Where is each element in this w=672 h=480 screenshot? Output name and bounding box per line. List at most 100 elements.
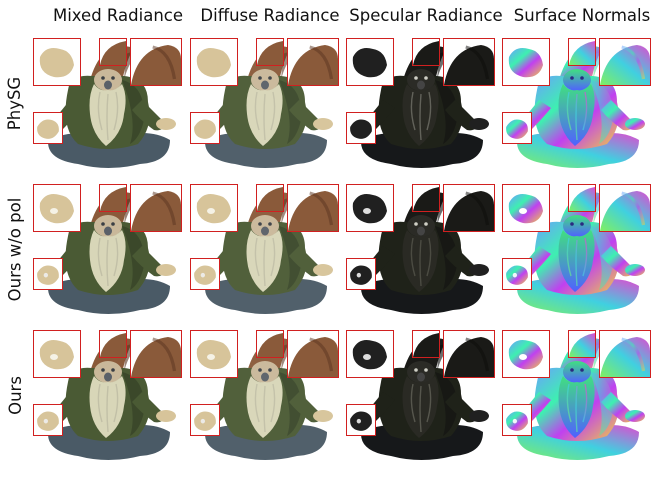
inset-hat-large xyxy=(287,330,339,378)
inset-hand-large xyxy=(33,184,81,232)
inset-hat-small xyxy=(256,330,284,358)
panel-normals-row-1 xyxy=(499,176,653,322)
column-header-specular-radiance: Specular Radiance xyxy=(349,6,503,25)
gnome-hand-right xyxy=(625,264,645,276)
inset-hand-small xyxy=(190,258,220,290)
inset-hat-small xyxy=(256,38,284,66)
inset-hat-small xyxy=(568,330,596,358)
gnome-face xyxy=(94,361,122,383)
gnome-nose xyxy=(417,80,425,90)
panel-diffuse-row-2 xyxy=(187,322,341,468)
inset-hat-large xyxy=(130,38,182,86)
inset-hand-small xyxy=(502,258,532,290)
gnome-hand-right xyxy=(625,118,645,130)
inset-hand-small xyxy=(190,112,220,144)
inset-hand-large xyxy=(33,330,81,378)
gnome-hand-right xyxy=(625,410,645,422)
gnome-nose xyxy=(261,372,269,382)
inset-hat-large xyxy=(287,184,339,232)
panel-diffuse-row-1 xyxy=(187,176,341,322)
inset-hand-large xyxy=(33,38,81,86)
inset-hat-small xyxy=(412,184,440,212)
inset-hat-large xyxy=(443,184,495,232)
inset-hat-small xyxy=(256,184,284,212)
inset-hat-large xyxy=(443,330,495,378)
gnome-hand-right xyxy=(469,118,489,130)
inset-hand-small xyxy=(346,112,376,144)
column-header-diffuse-radiance: Diffuse Radiance xyxy=(200,6,340,25)
gnome-face xyxy=(563,361,591,383)
gnome-face xyxy=(251,215,279,237)
inset-hand-large xyxy=(502,38,550,86)
inset-hand-small xyxy=(190,404,220,436)
gnome-nose xyxy=(261,226,269,236)
gnome-nose xyxy=(417,372,425,382)
inset-hand-small xyxy=(33,112,63,144)
column-header-mixed-radiance: Mixed Radiance xyxy=(52,6,183,25)
gnome-face xyxy=(407,69,435,91)
gnome-hand-right xyxy=(313,118,333,130)
gnome-face xyxy=(94,69,122,91)
gnome-nose xyxy=(104,80,112,90)
inset-hat-small xyxy=(99,38,127,66)
gnome-face xyxy=(407,361,435,383)
inset-hand-small xyxy=(33,258,63,290)
gnome-hand-right xyxy=(313,264,333,276)
inset-hand-large xyxy=(502,184,550,232)
gnome-face xyxy=(251,69,279,91)
panel-mixed-row-2 xyxy=(30,322,184,468)
panel-specular-row-1 xyxy=(343,176,497,322)
inset-hand-large xyxy=(346,38,394,86)
inset-hat-small xyxy=(568,184,596,212)
panel-mixed-row-1 xyxy=(30,176,184,322)
inset-hat-large xyxy=(443,38,495,86)
panel-specular-row-0 xyxy=(343,30,497,176)
panel-normals-row-2 xyxy=(499,322,653,468)
inset-hand-large xyxy=(502,330,550,378)
panel-diffuse-row-0 xyxy=(187,30,341,176)
inset-hand-small xyxy=(33,404,63,436)
row-label-physg: PhySG xyxy=(5,76,25,130)
gnome-nose xyxy=(417,226,425,236)
gnome-nose xyxy=(261,80,269,90)
gnome-face xyxy=(563,215,591,237)
gnome-nose xyxy=(104,372,112,382)
panel-normals-row-0 xyxy=(499,30,653,176)
inset-hat-small xyxy=(568,38,596,66)
gnome-hand-right xyxy=(469,264,489,276)
inset-hand-large xyxy=(346,184,394,232)
panel-specular-row-2 xyxy=(343,322,497,468)
gnome-hand-right xyxy=(313,410,333,422)
inset-hand-large xyxy=(190,330,238,378)
inset-hand-small xyxy=(346,404,376,436)
gnome-face xyxy=(251,361,279,383)
column-header-surface-normals: Surface Normals xyxy=(513,6,651,25)
inset-hand-small xyxy=(346,258,376,290)
inset-hat-large xyxy=(599,184,651,232)
panel-mixed-row-0 xyxy=(30,30,184,176)
gnome-nose xyxy=(104,226,112,236)
row-label-ours: Ours xyxy=(5,375,25,415)
inset-hat-large xyxy=(287,38,339,86)
row-label-ours-without-pol: Ours w/o pol xyxy=(5,197,25,301)
inset-hat-large xyxy=(599,330,651,378)
inset-hand-large xyxy=(190,38,238,86)
inset-hat-small xyxy=(99,184,127,212)
gnome-face xyxy=(407,215,435,237)
inset-hand-large xyxy=(346,330,394,378)
inset-hat-large xyxy=(599,38,651,86)
inset-hat-small xyxy=(412,330,440,358)
gnome-hand-right xyxy=(469,410,489,422)
inset-hand-large xyxy=(190,184,238,232)
gnome-hand-right xyxy=(156,410,176,422)
gnome-hand-right xyxy=(156,118,176,130)
inset-hat-small xyxy=(412,38,440,66)
inset-hand-small xyxy=(502,404,532,436)
gnome-face xyxy=(563,69,591,91)
inset-hand-small xyxy=(502,112,532,144)
inset-hat-small xyxy=(99,330,127,358)
gnome-face xyxy=(94,215,122,237)
inset-hat-large xyxy=(130,184,182,232)
gnome-hand-right xyxy=(156,264,176,276)
inset-hat-large xyxy=(130,330,182,378)
